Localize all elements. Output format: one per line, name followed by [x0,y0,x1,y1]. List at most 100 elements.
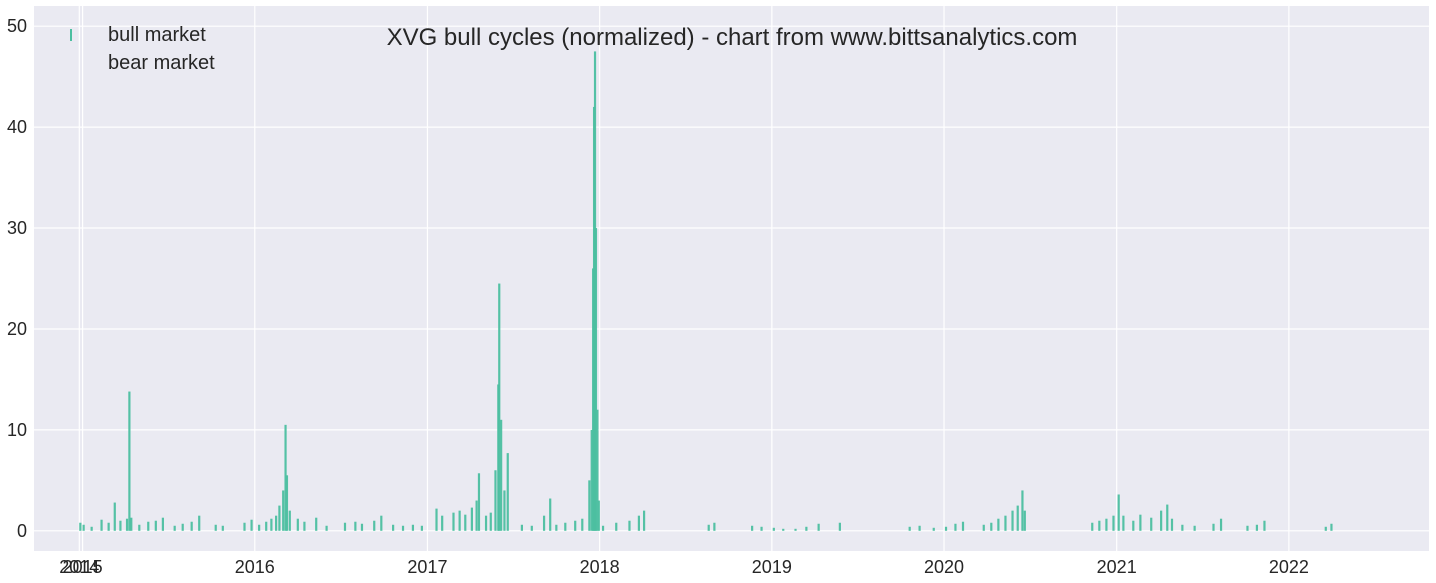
bull-bar [597,500,600,531]
bull-bar [380,515,383,531]
bull-bar [138,524,141,531]
bull-bar [464,514,467,531]
bull-bar [477,473,481,531]
bull-bar [475,500,478,531]
bull-bar [1004,515,1007,531]
bull-bar [751,525,754,531]
bull-bar [961,521,965,531]
y-tick-label: 0 [17,521,27,541]
bull-bar [628,520,631,531]
bull-bar [489,512,492,531]
bull-bar [282,490,285,531]
bull-bar [772,527,775,531]
bull-bar [494,470,497,531]
bull-bar [1150,517,1153,531]
bull-bar [420,525,423,531]
x-tick-label: 2016 [235,557,275,577]
bull-bar [373,520,376,531]
bull-bar [90,526,93,531]
bull-bar [1212,523,1215,531]
bull-bar [288,510,291,531]
bull-bar [1016,505,1019,531]
bull-bar [1117,494,1120,531]
bull-bar [997,518,1000,531]
bull-bar [100,519,103,531]
bull-bar [1263,520,1266,531]
bull-bar [296,518,299,531]
bull-bar [794,528,797,531]
bull-bar [642,510,646,531]
bull-bar [303,521,306,531]
bull-bar [161,517,164,531]
bull-bar [392,524,395,531]
bull-bar [258,524,261,531]
bull-bar [243,522,246,531]
bull-bar [221,525,224,531]
x-tick-label: 2018 [580,557,620,577]
x-tick-label: 2015 [63,557,103,577]
bull-bar [343,522,347,531]
bull-bar [498,283,501,531]
y-tick-label: 50 [7,16,27,36]
bull-bar [601,525,605,531]
bull-bar [1166,504,1169,531]
bull-bar [173,525,176,531]
bull-bar [932,527,935,531]
bull-bar [838,522,841,531]
bull-bar [401,525,405,531]
bull-bar [954,523,957,531]
bull-bar [944,526,948,531]
x-tick-label: 2017 [407,557,447,577]
bull-bar [147,521,150,531]
bull-bar [707,524,710,531]
bull-bar [1219,518,1223,531]
x-tick-label: 2022 [1269,557,1309,577]
plot-background [34,6,1429,551]
bull-bar [284,424,287,531]
bull-bar [458,510,461,531]
bull-bar [574,520,577,531]
chart-title: XVG bull cycles (normalized) - chart fro… [387,24,1078,51]
grid-lines [34,6,1429,551]
bull-bar [713,522,716,531]
bull-bar [198,515,201,531]
legend-label-bear: bear market [108,52,215,74]
bull-bar [79,522,82,531]
bull-bar [1091,522,1094,531]
x-tick-label: 2019 [752,557,792,577]
bull-bar [360,523,364,531]
bull-bar [354,521,357,531]
bull-bar [154,520,157,531]
bull-bar [982,524,985,531]
bull-bar [615,522,618,531]
bull-bar [1098,520,1101,531]
bull-bar [564,522,567,531]
bull-bar [506,453,509,531]
bull-bar [1255,524,1259,531]
x-tick-label: 2014 [59,557,99,577]
bull-bar [270,518,273,531]
y-tick-label: 40 [7,117,27,137]
bull-bar [411,524,415,531]
bull-bar [452,512,455,531]
bull-bar [275,515,278,531]
bull-bar [113,502,116,531]
bull-bar [817,523,820,531]
bull-bar [435,508,438,531]
bull-bar [1112,515,1115,531]
bull-bar [278,505,281,531]
bull-bar [250,519,253,531]
bull-bar [530,525,533,531]
bull-bar [637,515,640,531]
bull-bar [315,517,318,531]
bull-bar [119,520,122,531]
bull-bar [1246,525,1249,531]
bull-bar [594,228,598,531]
bull-bar [542,515,546,531]
bull-bar [128,391,131,531]
y-axis-ticks: 0 10 20 30 40 50 [7,16,27,541]
bull-bar [441,515,444,531]
